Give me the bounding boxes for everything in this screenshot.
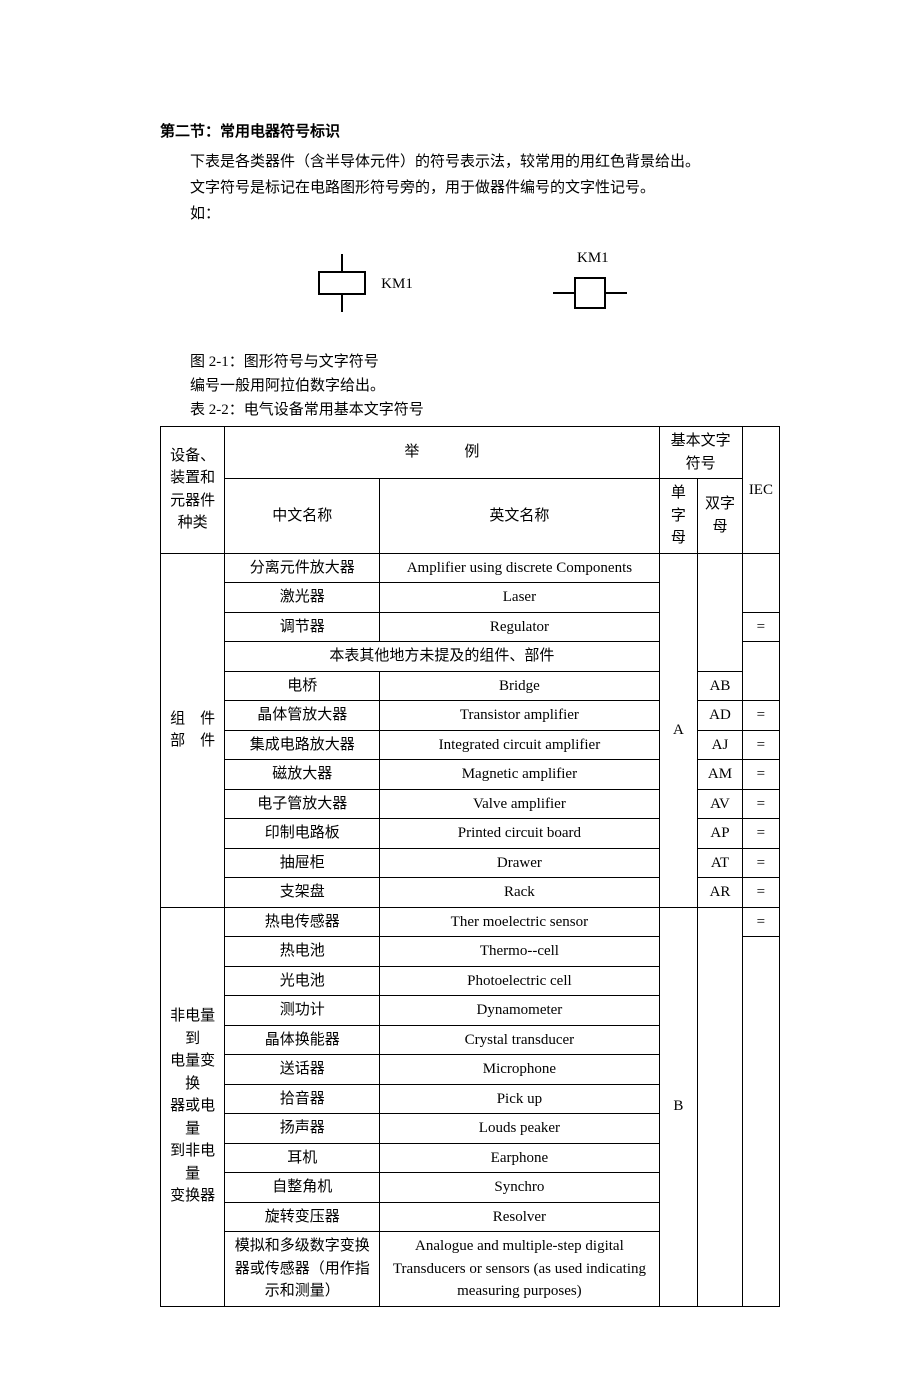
symbol-vertical: KM1	[553, 246, 633, 322]
single-B: B	[659, 907, 698, 1306]
intro-p1: 下表是各类器件（含半导体元件）的符号表示法，较常用的用红色背景给出。	[160, 150, 780, 174]
h-chinese-name: 中文名称	[225, 479, 380, 554]
category-A: 组 件 部 件	[161, 553, 225, 907]
header-row-1: 设备、装置和元器件种类 举 例 基本文字符号 IEC	[161, 427, 780, 479]
symbol-label-2: KM1	[553, 246, 633, 270]
numbering-note: 编号一般用阿拉伯数字给出。	[160, 374, 780, 398]
h-examples: 举 例	[225, 427, 659, 479]
h-english-name: 英文名称	[380, 479, 659, 554]
h-iec: IEC	[742, 427, 779, 554]
table-caption: 表 2-2：电气设备常用基本文字符号	[160, 398, 780, 422]
header-row-2: 中文名称 英文名称 单字母 双字母	[161, 479, 780, 554]
relay-symbol-vert	[553, 272, 633, 314]
symbol-examples: KM1 KM1	[160, 246, 780, 322]
h-double-letter: 双字母	[698, 479, 743, 554]
intro-p3: 如：	[160, 202, 780, 226]
category-B: 非电量到 电量变换 器或电量 到非电量 变换器	[161, 907, 225, 1306]
relay-symbol-horiz	[307, 254, 377, 314]
h-basic-text: 基本文字符号	[659, 427, 742, 479]
table-row: 组 件 部 件 分离元件放大器 Amplifier using discrete…	[161, 553, 780, 583]
symbol-table: 设备、装置和元器件种类 举 例 基本文字符号 IEC 中文名称 英文名称 单字母…	[160, 426, 780, 1307]
h-single-letter: 单字母	[659, 479, 698, 554]
h-category: 设备、装置和元器件种类	[161, 427, 225, 554]
section-title: 第二节：常用电器符号标识	[160, 120, 780, 144]
table-row: 非电量到 电量变换 器或电量 到非电量 变换器 热电传感器 Ther moele…	[161, 907, 780, 937]
figure-caption: 图 2-1：图形符号与文字符号	[160, 350, 780, 374]
symbol-horizontal: KM1	[307, 246, 413, 322]
symbol-label-1: KM1	[381, 272, 413, 296]
merged-note: 本表其他地方未提及的组件、部件	[225, 642, 659, 672]
single-A: A	[659, 553, 698, 907]
intro-p2: 文字符号是标记在电路图形符号旁的，用于做器件编号的文字性记号。	[160, 176, 780, 200]
